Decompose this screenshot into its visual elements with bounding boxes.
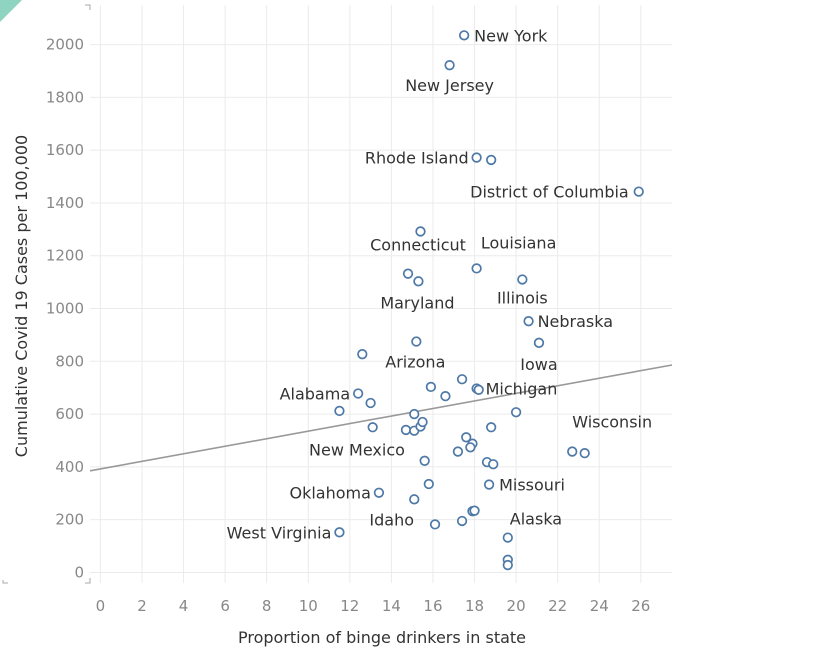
data-point	[502, 532, 513, 543]
corner-mark-bottom	[85, 578, 91, 584]
point-label: New Jersey	[405, 76, 494, 95]
data-point	[334, 405, 345, 417]
data-point	[352, 388, 364, 399]
corner-mark-top	[85, 4, 91, 10]
x-tick-label: 22	[548, 597, 567, 615]
data-point	[419, 455, 430, 466]
data-point	[486, 422, 497, 433]
data-point	[456, 374, 468, 385]
point-label: Idaho	[369, 510, 414, 529]
data-point	[502, 559, 513, 571]
data-point	[440, 390, 451, 402]
point-label: Alaska	[510, 510, 562, 529]
x-tick-label: 18	[465, 597, 484, 615]
point-label: New Mexico	[309, 441, 405, 460]
data-point	[461, 432, 472, 443]
point-label: West Virginia	[227, 523, 332, 542]
data-point	[415, 226, 426, 237]
data-point	[465, 442, 476, 453]
data-point	[452, 446, 464, 457]
x-tick-label: 0	[96, 597, 106, 615]
data-point	[417, 416, 428, 428]
data-point	[367, 422, 378, 433]
x-tick-label: 24	[590, 597, 609, 615]
data-point	[357, 349, 368, 360]
y-axis-title: Cumulative Covid 19 Cases per 100,000	[12, 135, 31, 457]
point-label: Arizona	[385, 353, 445, 372]
data-point	[523, 316, 534, 327]
x-tick-label: 6	[220, 597, 230, 615]
data-point	[567, 446, 578, 457]
x-tick-label: 10	[299, 597, 318, 615]
data-point	[429, 519, 441, 530]
point-label: Alabama	[280, 385, 351, 404]
data-point	[365, 397, 376, 409]
y-tick-label: 1800	[46, 88, 84, 106]
x-tick-label: 20	[507, 597, 526, 615]
data-point	[633, 186, 644, 197]
point-label: Missouri	[499, 476, 565, 495]
data-point	[423, 478, 434, 490]
point-label: Maryland	[380, 293, 454, 312]
x-tick-label: 14	[382, 597, 401, 615]
data-point	[471, 152, 482, 163]
data-point	[373, 487, 385, 498]
point-label: Iowa	[520, 355, 557, 374]
data-point	[517, 274, 528, 285]
x-tick-label: 26	[631, 597, 650, 615]
data-point	[425, 381, 437, 393]
point-label: Louisiana	[481, 233, 557, 252]
data-point	[456, 515, 468, 527]
x-tick-label: 12	[340, 597, 359, 615]
y-tick-label: 400	[55, 458, 84, 476]
data-point	[533, 337, 545, 348]
data-point	[334, 527, 345, 538]
point-label: Wisconsin	[572, 413, 652, 432]
x-tick-label: 16	[423, 597, 442, 615]
point-label: Rhode Island	[365, 149, 469, 168]
point-label: District of Columbia	[470, 183, 629, 202]
data-point	[483, 479, 495, 490]
data-point	[488, 459, 499, 470]
y-tick-label: 2000	[46, 36, 84, 54]
point-label: Illinois	[497, 288, 548, 307]
point-label: Connecticut	[370, 236, 466, 255]
data-point	[402, 268, 414, 279]
data-point	[471, 263, 482, 274]
data-point	[486, 154, 497, 166]
y-tick-label: 800	[55, 352, 84, 370]
data-point	[411, 336, 422, 347]
data-point	[413, 276, 424, 287]
data-point	[444, 60, 455, 71]
corner-flag-icon	[0, 0, 22, 22]
x-tick-label: 8	[262, 597, 272, 615]
point-label: Nebraska	[538, 312, 613, 331]
y-tick-label: 1000	[46, 300, 84, 318]
data-point	[510, 407, 522, 418]
point-label: Michigan	[486, 379, 558, 398]
point-label: New York	[474, 26, 548, 45]
data-point	[409, 494, 420, 505]
data-point	[579, 447, 590, 459]
y-tick-label: 1600	[46, 141, 84, 159]
data-point	[409, 408, 420, 420]
x-axis-title: Proportion of binge drinkers in state	[238, 628, 526, 647]
x-tick-label: 4	[179, 597, 189, 615]
data-point	[469, 505, 480, 516]
point-label: Oklahoma	[289, 484, 370, 503]
y-tick-label: 1200	[46, 247, 84, 265]
trend-line	[89, 364, 673, 472]
x-tick-label: 2	[137, 597, 147, 615]
corner-mark-left	[2, 580, 8, 584]
y-tick-label: 600	[55, 405, 84, 423]
data-point	[458, 30, 470, 41]
y-tick-label: 200	[55, 511, 84, 529]
y-tick-label: 1400	[46, 194, 84, 212]
data-point	[400, 424, 412, 436]
y-tick-label: 0	[74, 563, 84, 581]
data-point	[473, 384, 484, 395]
